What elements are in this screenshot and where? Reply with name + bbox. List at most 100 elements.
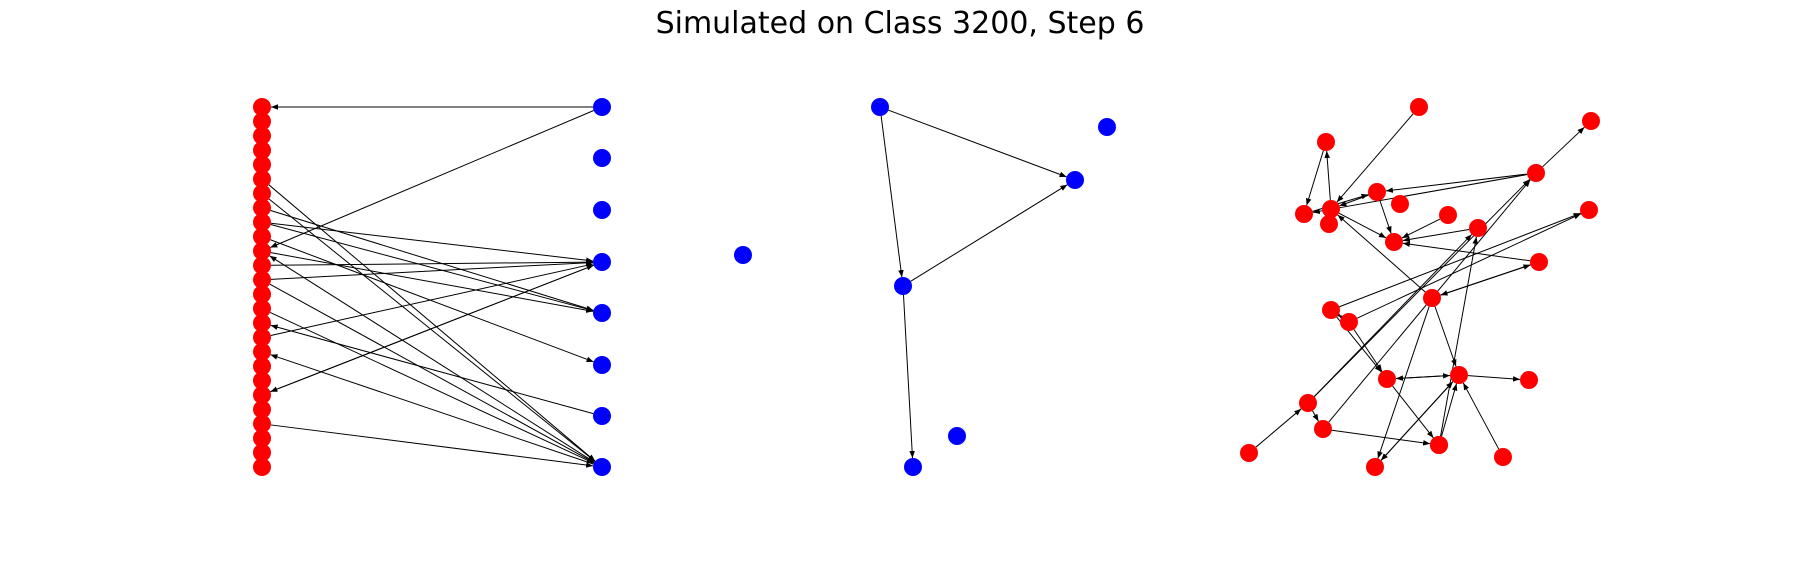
node-bipartite-r8 <box>253 213 271 232</box>
edge-red-graph-n17-n6 <box>1337 214 1426 293</box>
edge-red-graph-n15-n11 <box>1339 212 1581 308</box>
edge-red-graph-n17-n22 <box>1434 306 1457 367</box>
node-blue-graph-d <box>894 277 912 295</box>
edge-bipartite-b0-r10 <box>270 110 594 248</box>
edge-red-graph-n2-n6 <box>1336 113 1414 203</box>
node-red-graph-n5 <box>1295 205 1313 223</box>
node-blue-graph-c <box>1066 171 1084 189</box>
edge-red-graph-n20-n18 <box>1255 408 1302 448</box>
edge-red-graph-n17-n14 <box>1440 264 1531 296</box>
node-red-graph-n14 <box>1530 253 1548 271</box>
edge-bipartite-r5-b7 <box>268 184 596 462</box>
edge-bipartite-r7-b4 <box>270 209 594 311</box>
node-bipartite-b7 <box>593 458 611 476</box>
node-bipartite-r25 <box>253 458 271 476</box>
node-red-graph-n3 <box>1582 112 1600 130</box>
node-bipartite-r4 <box>253 155 271 174</box>
edge-bipartite-r14-b7 <box>269 311 595 464</box>
edge-red-graph-n9-n10 <box>1401 218 1441 239</box>
edge-red-graph-n4-n10 <box>1379 200 1392 234</box>
node-bipartite-r3 <box>253 141 271 160</box>
node-red-graph-n2 <box>1410 98 1428 116</box>
node-bipartite-r15 <box>253 314 271 332</box>
node-red-graph-n13 <box>1469 219 1487 237</box>
node-blue-graph-e <box>948 427 966 445</box>
edge-red-graph-n4-n6 <box>1339 194 1369 207</box>
edge-blue-graph-a-d <box>880 115 904 278</box>
edge-red-graph-n27-n22 <box>1462 382 1500 450</box>
edge-red-graph-n16-n19 <box>1353 329 1383 372</box>
node-bipartite-r11 <box>253 256 271 275</box>
node-red-graph-n19 <box>1378 370 1396 388</box>
edge-red-graph-n19-n22 <box>1395 373 1451 379</box>
edge-red-graph-n24-n13 <box>1440 236 1478 437</box>
node-red-graph-n1 <box>1317 133 1335 151</box>
node-bipartite-r0 <box>253 98 271 116</box>
node-bipartite-r21 <box>253 400 271 419</box>
edge-red-graph-n16-n11 <box>1356 213 1582 319</box>
node-bipartite-r14 <box>253 299 271 318</box>
edge-red-graph-n15-n16 <box>1334 310 1342 318</box>
node-bipartite-b6 <box>593 407 611 425</box>
node-bipartite-r18 <box>253 357 271 376</box>
edge-bipartite-r20-b3 <box>270 264 594 393</box>
node-red-graph-n4 <box>1368 183 1386 201</box>
edge-bipartite-r10-b4 <box>270 252 594 313</box>
node-red-graph-n8 <box>1391 195 1409 213</box>
edge-bipartite-r12-b3 <box>270 260 594 280</box>
node-bipartite-r1 <box>253 112 271 131</box>
node-bipartite-r16 <box>253 328 271 347</box>
edge-red-graph-n21-n24 <box>1331 429 1431 446</box>
node-bipartite-r19 <box>253 371 271 390</box>
node-red-graph-n20 <box>1240 444 1258 462</box>
node-red-graph-n17 <box>1423 289 1441 307</box>
edge-red-graph-n18-n13 <box>1313 234 1473 397</box>
node-bipartite-r2 <box>253 126 271 145</box>
edge-red-graph-n18-n21 <box>1312 410 1319 422</box>
node-red-graph-n23 <box>1520 371 1538 389</box>
edge-blue-graph-a-c <box>888 109 1067 178</box>
edge-red-graph-n1-n5 <box>1305 150 1324 206</box>
node-bipartite-b4 <box>593 304 611 322</box>
node-blue-graph-a <box>871 98 889 116</box>
node-bipartite-b8 <box>734 246 752 264</box>
edge-red-graph-n25-n22 <box>1380 381 1454 461</box>
edge-bipartite-b7-r10 <box>269 255 595 463</box>
edge-red-graph-n17-n25 <box>1377 306 1430 459</box>
edge-red-graph-n24-n22 <box>1440 383 1458 437</box>
node-bipartite-b5 <box>593 356 611 374</box>
node-bipartite-b2 <box>593 201 611 219</box>
node-red-graph-n15 <box>1322 301 1340 319</box>
edge-red-graph-n12-n4 <box>1385 173 1528 193</box>
node-red-graph-n27 <box>1494 448 1512 466</box>
edge-red-graph-n6-n1 <box>1324 150 1331 201</box>
node-bipartite-r9 <box>253 227 271 246</box>
edge-bipartite-r8-b4 <box>270 224 594 312</box>
edge-red-graph-n13-n10 <box>1402 228 1470 243</box>
edge-bipartite-b7-r17 <box>270 354 594 465</box>
edge-bipartite-r12-b7 <box>269 283 595 464</box>
edge-bipartite-r11-b3 <box>270 259 594 266</box>
node-red-graph-n16 <box>1340 313 1358 331</box>
node-bipartite-r23 <box>253 429 271 448</box>
edge-blue-graph-d-c <box>910 184 1068 282</box>
node-red-graph-n25 <box>1366 458 1384 476</box>
figure-title: Simulated on Class 3200, Step 6 <box>655 6 1145 41</box>
node-red-graph-n18 <box>1299 394 1317 412</box>
node-bipartite-r17 <box>253 342 271 361</box>
node-bipartite-r22 <box>253 414 271 433</box>
node-red-graph-n9 <box>1439 206 1457 224</box>
node-red-graph-n22 <box>1450 366 1468 384</box>
node-red-graph-n10 <box>1385 233 1403 251</box>
edge-blue-graph-d-f <box>902 294 915 459</box>
edge-bipartite-r22-b7 <box>270 424 594 468</box>
edge-red-graph-n22-n23 <box>1467 375 1521 382</box>
edge-bipartite-r8-b3 <box>270 222 594 263</box>
node-red-graph-n7 <box>1320 215 1338 233</box>
edge-bipartite-r9-b5 <box>270 239 594 363</box>
node-bipartite-b3 <box>593 253 611 271</box>
node-bipartite-r24 <box>253 443 271 462</box>
edge-red-graph-n14-n10 <box>1402 241 1531 262</box>
edge-red-graph-n6-n10 <box>1338 212 1387 239</box>
